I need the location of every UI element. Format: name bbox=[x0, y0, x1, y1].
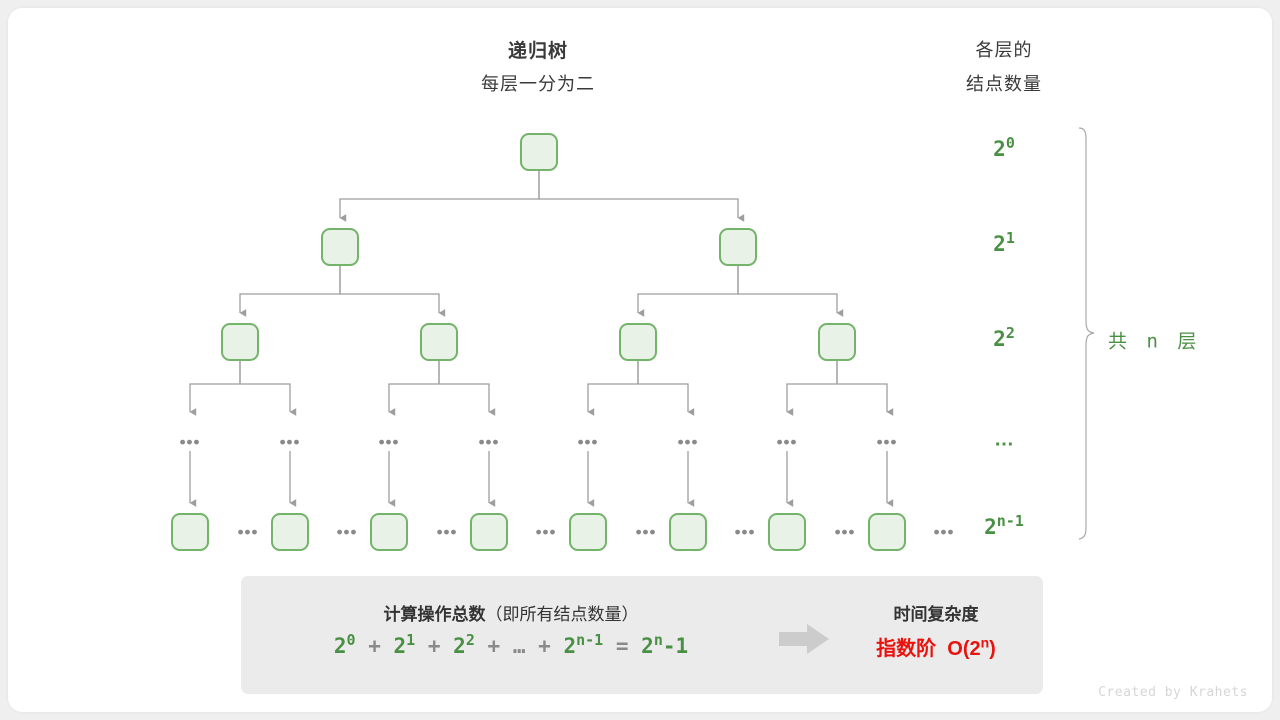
tree-ellipsis: ••• bbox=[834, 522, 856, 542]
formula-ellipsis: … bbox=[512, 634, 526, 658]
complexity-prefix: 指数阶 bbox=[876, 638, 937, 660]
right-header-line2: 结点数量 bbox=[966, 74, 1042, 94]
level-count-base: 2 bbox=[984, 515, 997, 539]
complexity-title: 时间复杂度 bbox=[893, 605, 979, 624]
formula-exp-1: 0 bbox=[346, 631, 356, 649]
operations-title-bold: 计算操作总数 bbox=[383, 605, 486, 624]
tree-node bbox=[569, 513, 607, 551]
level-count-4: 2n-1 bbox=[944, 512, 1064, 540]
tree-node bbox=[520, 133, 558, 171]
tree-ellipsis: ••• bbox=[933, 522, 955, 542]
tree-node bbox=[768, 513, 806, 551]
tree-ellipsis: ••• bbox=[677, 432, 699, 452]
formula-exp-4: n-1 bbox=[576, 631, 604, 649]
level-count-1: 21 bbox=[944, 229, 1064, 257]
tree-node bbox=[669, 513, 707, 551]
level-count-3: … bbox=[994, 428, 1014, 451]
level-count-base: 2 bbox=[993, 232, 1006, 256]
complexity-exp: n bbox=[980, 634, 990, 651]
tree-ellipsis: ••• bbox=[776, 432, 798, 452]
tree-node bbox=[719, 228, 757, 266]
level-count-base: 2 bbox=[993, 327, 1006, 351]
tree-ellipsis: ••• bbox=[237, 522, 259, 542]
tree-ellipsis: ••• bbox=[336, 522, 358, 542]
tree-ellipsis: ••• bbox=[635, 522, 657, 542]
formula-term-5: 2 bbox=[641, 634, 654, 658]
brace-label: 共 n 层 bbox=[1108, 330, 1201, 353]
complexity-bigo: O(2 bbox=[947, 638, 981, 660]
summary-panel: 计算操作总数（即所有结点数量） 20 + 21 + 22 + … + 2n-1 … bbox=[241, 576, 1043, 694]
right-header-line1: 各层的 bbox=[975, 40, 1033, 60]
formula-term-2: 2 bbox=[393, 634, 407, 658]
complexity-close: ) bbox=[989, 638, 996, 660]
tree-node bbox=[470, 513, 508, 551]
level-count-exponent: n-1 bbox=[996, 512, 1024, 530]
formula-plus: + bbox=[538, 634, 551, 658]
tree-node bbox=[868, 513, 906, 551]
operations-formula: 20 + 21 + 22 + … + 2n-1 = 2n-1 bbox=[261, 631, 761, 659]
formula-equals: = bbox=[615, 634, 629, 658]
tree-ellipsis: ••• bbox=[279, 432, 301, 452]
level-count-0: 20 bbox=[944, 134, 1064, 162]
arrow-right-icon bbox=[779, 624, 829, 654]
diagram-card: 递归树 每层一分为二 各层的 结点数量 bbox=[8, 8, 1272, 712]
tree-node bbox=[171, 513, 209, 551]
formula-plus: + bbox=[368, 634, 381, 658]
level-count-2: 22 bbox=[944, 324, 1064, 352]
complexity-value: 指数阶 O(2n) bbox=[841, 632, 1031, 661]
tree-ellipsis: ••• bbox=[378, 432, 400, 452]
operations-title: 计算操作总数（即所有结点数量） bbox=[261, 600, 761, 625]
tree-node bbox=[619, 323, 657, 361]
formula-term-4: 2 bbox=[563, 634, 577, 658]
tree-ellipsis: ••• bbox=[179, 432, 201, 452]
formula-minus-one: -1 bbox=[662, 634, 689, 658]
operations-title-rest: （即所有结点数量） bbox=[485, 605, 639, 624]
tree-ellipsis: ••• bbox=[535, 522, 557, 542]
formula-plus: + bbox=[427, 634, 441, 658]
level-brace bbox=[1078, 127, 1095, 540]
watermark: Created by Krahets bbox=[1098, 685, 1248, 700]
level-count-exponent: 2 bbox=[1005, 324, 1015, 342]
formula-term-3: 2 bbox=[453, 634, 466, 658]
level-count-exponent: 1 bbox=[1005, 229, 1015, 247]
formula-plus: + bbox=[487, 634, 501, 658]
page-title: 递归树 bbox=[507, 41, 568, 62]
tree-node bbox=[818, 323, 856, 361]
page-subtitle: 每层一分为二 bbox=[481, 74, 595, 94]
tree-ellipsis: ••• bbox=[436, 522, 458, 542]
tree-node bbox=[420, 323, 458, 361]
tree-node bbox=[271, 513, 309, 551]
tree-ellipsis: ••• bbox=[478, 432, 500, 452]
formula-term-1: 2 bbox=[333, 634, 347, 658]
tree-node bbox=[221, 323, 259, 361]
level-count-exponent: 0 bbox=[1005, 134, 1015, 152]
tree-ellipsis: ••• bbox=[876, 432, 898, 452]
formula-exp-3: 2 bbox=[465, 631, 475, 649]
tree-node bbox=[370, 513, 408, 551]
tree-node bbox=[321, 228, 359, 266]
formula-exp-5: n bbox=[653, 631, 663, 649]
tree-ellipsis: ••• bbox=[734, 522, 756, 542]
formula-exp-2: 1 bbox=[406, 631, 416, 649]
tree-ellipsis: ••• bbox=[577, 432, 599, 452]
level-count-base: 2 bbox=[993, 137, 1006, 161]
